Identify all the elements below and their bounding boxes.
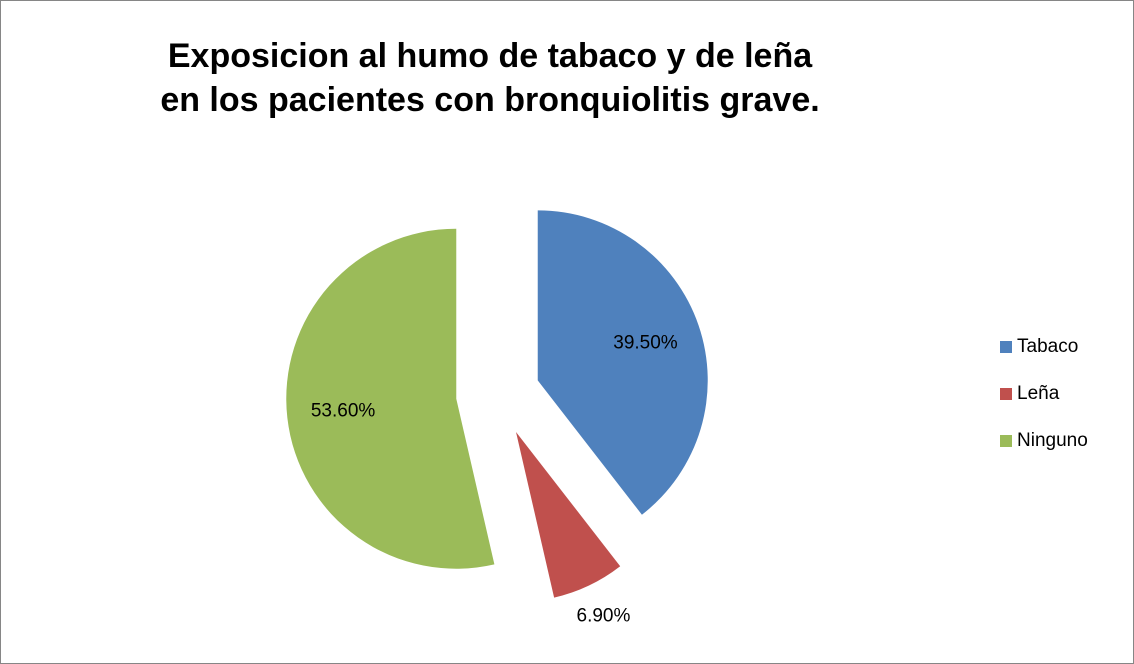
data-label: 6.90% xyxy=(577,605,631,626)
legend-label: Leña xyxy=(1017,383,1060,404)
pie-slice xyxy=(286,228,495,569)
pie-slice xyxy=(516,431,621,598)
data-label: 39.50% xyxy=(613,333,678,354)
chart-title: Exposicion al humo de tabaco y de leña e… xyxy=(160,37,820,119)
legend-label: Ninguno xyxy=(1017,430,1088,451)
legend-swatch xyxy=(1000,388,1012,400)
legend-label: Tabaco xyxy=(1017,336,1078,357)
legend-swatch xyxy=(1000,435,1012,447)
legend-swatch xyxy=(1000,341,1012,353)
pie-slice xyxy=(537,210,708,515)
data-label: 53.60% xyxy=(311,401,376,422)
